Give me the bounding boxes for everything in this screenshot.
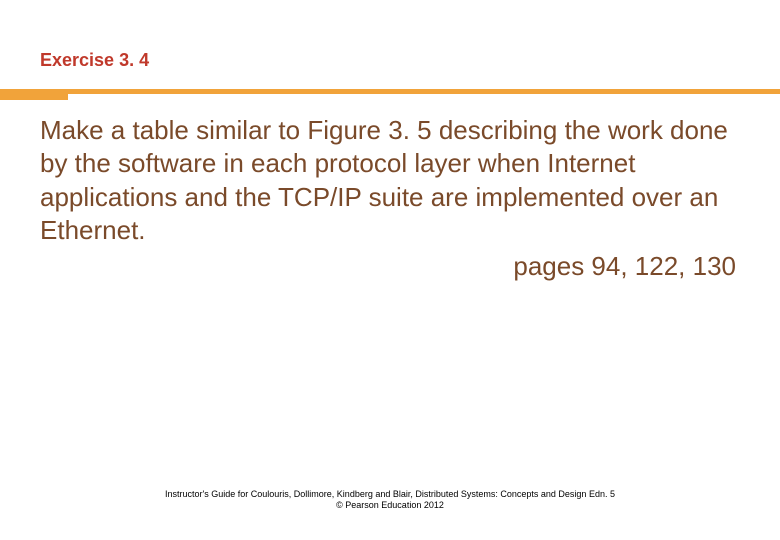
divider bbox=[0, 89, 780, 100]
footer-line-1: Instructor's Guide for Coulouris, Dollim… bbox=[0, 489, 780, 501]
title-area: Exercise 3. 4 bbox=[0, 0, 780, 71]
body-text: Make a table similar to Figure 3. 5 desc… bbox=[40, 114, 736, 247]
footer: Instructor's Guide for Coulouris, Dollim… bbox=[0, 489, 780, 512]
page-references: pages 94, 122, 130 bbox=[40, 251, 736, 282]
slide: Exercise 3. 4 Make a table similar to Fi… bbox=[0, 0, 780, 540]
footer-line-2: © Pearson Education 2012 bbox=[0, 500, 780, 512]
body-area: Make a table similar to Figure 3. 5 desc… bbox=[0, 100, 780, 282]
slide-title: Exercise 3. 4 bbox=[40, 50, 780, 71]
divider-line-top bbox=[0, 89, 780, 94]
